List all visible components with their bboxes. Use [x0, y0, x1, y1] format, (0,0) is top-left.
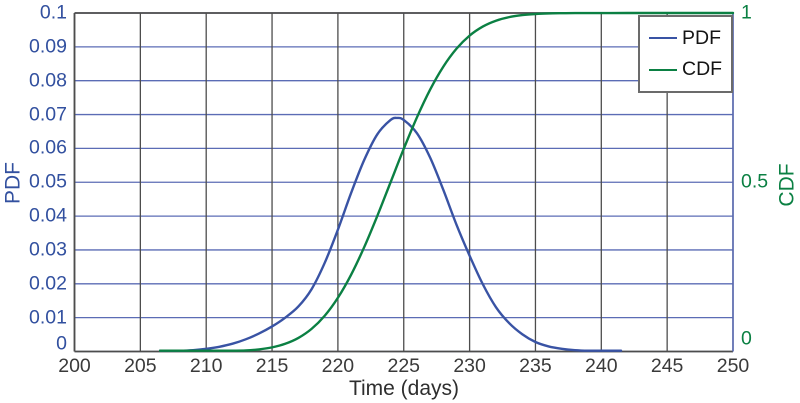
legend-label-pdf: PDF — [682, 26, 721, 49]
x-tick-label: 250 — [716, 355, 750, 377]
y-right-tick-label: 0 — [741, 327, 752, 350]
legend-label-cdf: CDF — [682, 57, 723, 80]
y-left-tick-label: 0.09 — [29, 35, 67, 58]
right-axis-title: CDF — [775, 163, 799, 207]
x-tick-label: 215 — [255, 355, 289, 377]
y-right-tick-label: 0.5 — [741, 170, 769, 193]
x-tick-label: 200 — [58, 355, 91, 377]
left-axis-title: PDF — [1, 162, 25, 204]
pdf-curve — [158, 116, 623, 352]
y-left-tick-label: 0.02 — [29, 272, 67, 295]
x-tick-label: 240 — [585, 355, 618, 377]
y-left-tick-label: 0.07 — [29, 102, 67, 125]
x-tick-label: 220 — [321, 355, 355, 377]
legend-item-pdf: PDF — [649, 26, 731, 49]
y-left-tick-label: 0.04 — [29, 204, 67, 227]
y-left-tick-label: 0 — [56, 332, 67, 355]
cdf-line-swatch — [649, 68, 677, 71]
legend-item-cdf: CDF — [649, 57, 731, 80]
cdf-curve — [158, 11, 735, 352]
x-tick-label: 225 — [387, 355, 421, 377]
y-left-tick-label: 0.05 — [29, 170, 67, 193]
y-right-tick-label: 1 — [741, 1, 752, 24]
y-left-tick-label: 0.1 — [39, 1, 67, 24]
y-left-tick-label: 0.06 — [29, 136, 67, 159]
x-tick-label: 205 — [124, 355, 157, 377]
legend: PDF CDF — [638, 15, 733, 93]
x-tick-label: 245 — [650, 355, 684, 377]
x-axis-title: Time (days) — [348, 377, 460, 400]
y-left-tick-label: 0.01 — [29, 305, 67, 328]
pdf-line-swatch — [649, 37, 677, 40]
x-tick-label: 230 — [453, 355, 486, 377]
x-tick-label: 210 — [189, 355, 223, 377]
y-left-tick-label: 0.03 — [29, 238, 67, 261]
y-left-tick-label: 0.08 — [29, 68, 67, 91]
x-tick-label: 235 — [519, 355, 552, 377]
